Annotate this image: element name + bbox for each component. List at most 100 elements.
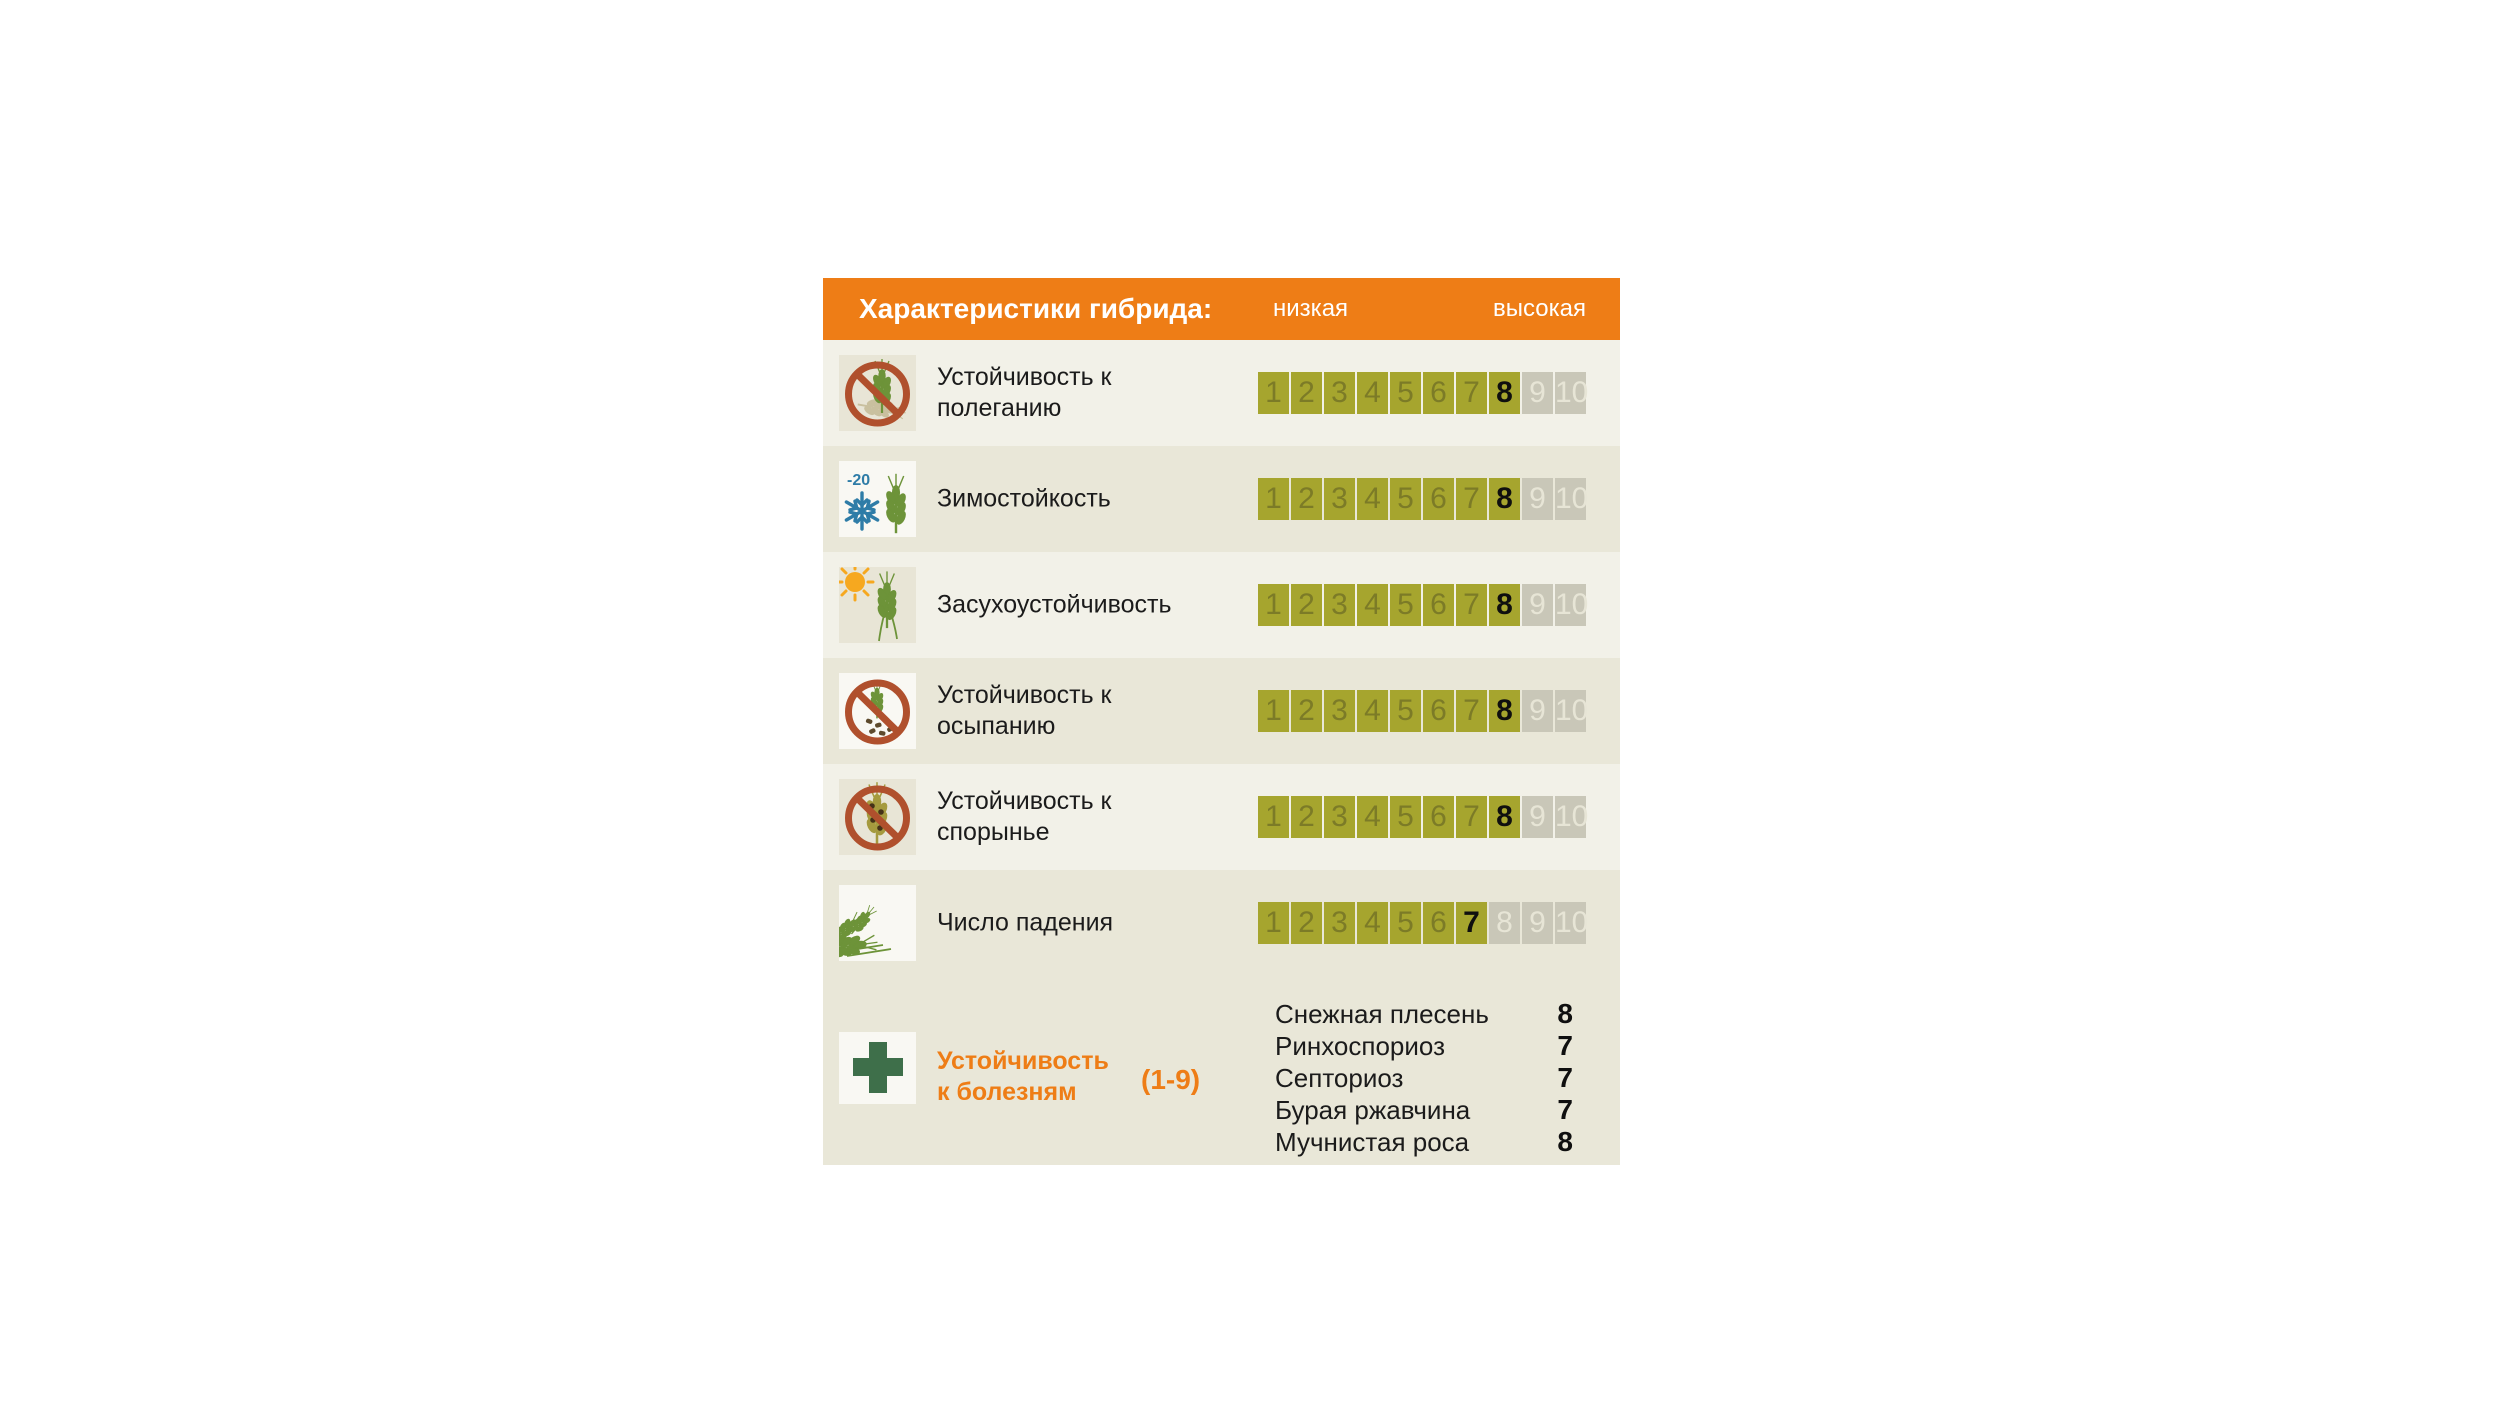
scale-cell-5: 5 (1390, 902, 1421, 944)
scale-cell-3: 3 (1324, 584, 1355, 626)
scale-cell-1: 1 (1258, 478, 1289, 520)
row-winter-hardiness: -20 Зимостойкость 1 2 3 4 5 6 7 8 9 10 (823, 446, 1620, 552)
disease-name: Ринхоспориоз (1275, 1031, 1446, 1061)
scale-cell-5: 5 (1390, 796, 1421, 838)
scale-cell-9: 9 (1522, 690, 1553, 732)
scale-cell-8: 8 (1489, 690, 1520, 732)
disease-value: 8 (1557, 998, 1573, 1029)
scale-cell-5: 5 (1390, 690, 1421, 732)
scale-cell-9: 9 (1522, 372, 1553, 414)
winter-hardiness-icon: -20 (839, 461, 916, 537)
scale-cell-9: 9 (1522, 796, 1553, 838)
svg-text:-20: -20 (847, 472, 870, 489)
scale-cell-1: 1 (1258, 690, 1289, 732)
disease-name: Мучнистая роса (1275, 1127, 1470, 1157)
scale-cell-3: 3 (1324, 690, 1355, 732)
disease-resistance-section: Устойчивость к болезням (1-9) Снежная пл… (823, 976, 1620, 1165)
no-lodging-icon (839, 355, 916, 431)
scale-cell-2: 2 (1291, 902, 1322, 944)
scale-cell-6: 6 (1423, 690, 1454, 732)
scale-cell-9: 9 (1522, 584, 1553, 626)
hybrid-characteristics-card: Характеристики гибрида: низкая высокая (823, 278, 1620, 1165)
scale-cell-10: 10 (1555, 584, 1588, 626)
row-label: Устойчивость к полеганию (937, 363, 1112, 422)
row-ergot-resistance: Устойчивость к спорынье 1 2 3 4 5 6 7 8 9 10 (823, 764, 1620, 870)
scale-cell-2: 2 (1291, 690, 1322, 732)
scale-cell-10: 10 (1555, 478, 1588, 520)
disease-name: Септориоз (1275, 1063, 1404, 1093)
rating-scale: 1 2 3 4 5 6 7 8 9 10 (1258, 796, 1588, 838)
disease-scale-note: (1-9) (1141, 1064, 1201, 1095)
scale-high-label: высокая (1493, 295, 1586, 322)
disease-name: Бурая ржавчина (1275, 1095, 1471, 1125)
scale-cell-3: 3 (1324, 372, 1355, 414)
scale-cell-4: 4 (1357, 584, 1388, 626)
scale-cell-1: 1 (1258, 584, 1289, 626)
scale-cell-4: 4 (1357, 478, 1388, 520)
scale-cell-9: 9 (1522, 478, 1553, 520)
scale-cell-5: 5 (1390, 584, 1421, 626)
scale-cell-10: 10 (1555, 902, 1588, 944)
row-falling-number: Число падения 1 2 3 4 5 6 7 8 9 10 (823, 870, 1620, 976)
scale-cell-1: 1 (1258, 372, 1289, 414)
rating-scale: 1 2 3 4 5 6 7 8 9 10 (1258, 372, 1588, 414)
no-ergot-icon (839, 779, 916, 855)
rating-scale: 1 2 3 4 5 6 7 8 9 10 (1258, 584, 1588, 626)
disease-item: Септориоз 7 (1275, 1062, 1573, 1094)
scale-cell-2: 2 (1291, 796, 1322, 838)
disease-item: Ринхоспориоз 7 (1275, 1030, 1573, 1062)
scale-cell-6: 6 (1423, 584, 1454, 626)
row-label: Засухоустойчивость (937, 590, 1172, 619)
disease-item: Мучнистая роса 8 (1275, 1126, 1573, 1158)
scale-cell-1: 1 (1258, 902, 1289, 944)
disease-value: 7 (1557, 1030, 1573, 1061)
disease-title-line1: Устойчивость (937, 1047, 1109, 1075)
scale-cell-2: 2 (1291, 478, 1322, 520)
scale-cell-6: 6 (1423, 796, 1454, 838)
disease-value: 7 (1557, 1062, 1573, 1093)
scale-cell-4: 4 (1357, 690, 1388, 732)
disease-list: Снежная плесень 8 Ринхоспориоз 7 Септори… (1275, 998, 1573, 1158)
scale-cell-10: 10 (1555, 796, 1588, 838)
disease-item: Снежная плесень 8 (1275, 998, 1573, 1030)
rating-scale: 1 2 3 4 5 6 7 8 9 10 (1258, 478, 1588, 520)
scale-cell-2: 2 (1291, 584, 1322, 626)
scale-cell-4: 4 (1357, 796, 1388, 838)
disease-resistance-title: Устойчивость к болезням (937, 1046, 1109, 1108)
scale-cell-8: 8 (1489, 372, 1520, 414)
scale-cell-8: 8 (1489, 902, 1520, 944)
disease-value: 7 (1557, 1094, 1573, 1125)
scale-cell-1: 1 (1258, 796, 1289, 838)
scale-cell-4: 4 (1357, 902, 1388, 944)
scale-cell-5: 5 (1390, 478, 1421, 520)
scale-cell-8: 8 (1489, 796, 1520, 838)
scale-cell-5: 5 (1390, 372, 1421, 414)
card-title: Характеристики гибрида: (859, 293, 1213, 324)
scale-cell-4: 4 (1357, 372, 1388, 414)
scale-cell-7: 7 (1456, 690, 1487, 732)
scale-cell-7: 7 (1456, 902, 1487, 944)
disease-name: Снежная плесень (1275, 999, 1489, 1029)
scale-cell-10: 10 (1555, 690, 1588, 732)
card-header: Характеристики гибрида: низкая высокая (823, 278, 1620, 340)
disease-title-line2: к болезням (937, 1078, 1077, 1106)
scale-legend: низкая высокая (1258, 278, 1586, 340)
scale-cell-6: 6 (1423, 902, 1454, 944)
no-shattering-icon (839, 673, 916, 749)
scale-cell-3: 3 (1324, 796, 1355, 838)
scale-cell-8: 8 (1489, 584, 1520, 626)
scale-cell-8: 8 (1489, 478, 1520, 520)
falling-number-icon (839, 885, 916, 961)
scale-low-label: низкая (1273, 295, 1349, 322)
scale-cell-6: 6 (1423, 478, 1454, 520)
row-lodging-resistance: Устойчивость к полеганию 1 2 3 4 5 6 7 8 9 10 (823, 340, 1620, 446)
scale-cell-7: 7 (1456, 478, 1487, 520)
row-label: Устойчивость к осыпанию (937, 681, 1112, 740)
row-label: Число падения (937, 908, 1114, 937)
rating-scale: 1 2 3 4 5 6 7 8 9 10 (1258, 902, 1588, 944)
scale-cell-7: 7 (1456, 584, 1487, 626)
row-label: Устойчивость к спорынье (937, 787, 1112, 846)
rating-scale: 1 2 3 4 5 6 7 8 9 10 (1258, 690, 1588, 732)
scale-cell-7: 7 (1456, 796, 1487, 838)
drought-tolerance-icon (839, 567, 916, 643)
